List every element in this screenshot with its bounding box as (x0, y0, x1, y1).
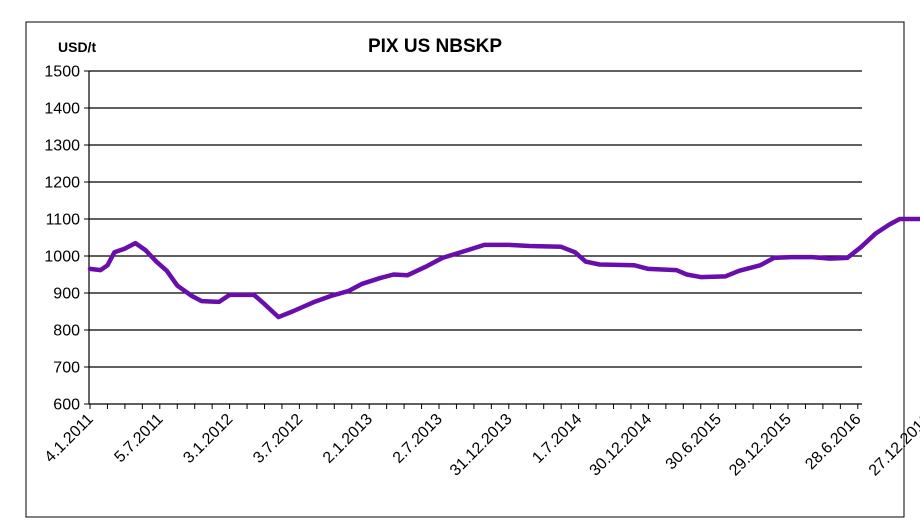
y-tick-label: 800 (53, 323, 80, 340)
series-line-0 (87, 216, 920, 320)
chart-frame (25, 21, 905, 518)
y-axis-tick-labels: 600 700 800 900 1000 1100 1200 1300 1400 1500 (44, 64, 80, 414)
y-tick-label: 1200 (44, 175, 80, 192)
y-tick-label: 900 (53, 286, 80, 303)
y-tick-label: 1500 (44, 64, 80, 81)
gridlines (84, 70, 862, 409)
y-tick-label: 1400 (44, 101, 80, 118)
y-tick-label: 1000 (44, 249, 80, 266)
chart-title: PIX US NBSKP (368, 36, 502, 57)
y-tick-label: 700 (53, 360, 80, 377)
series-layer (87, 216, 920, 320)
y-tick-label: 1100 (46, 212, 81, 229)
y-axis-unit-label: USD/t (58, 39, 96, 55)
y-tick-label: 1300 (44, 138, 80, 155)
y-tick-label: 600 (53, 397, 80, 414)
